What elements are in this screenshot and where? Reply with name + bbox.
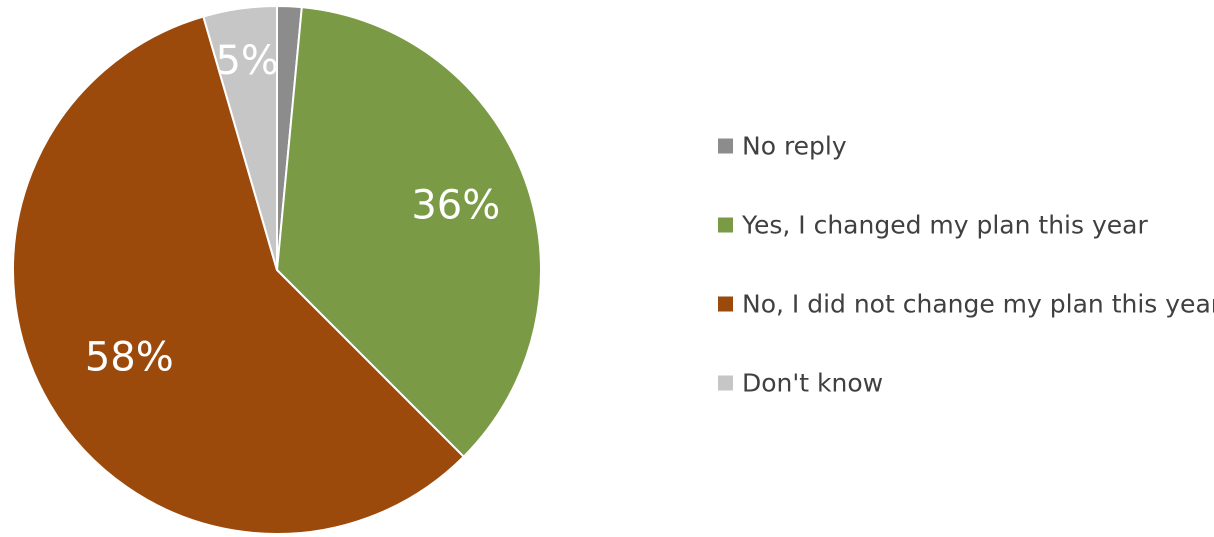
legend-label: No, I did not change my plan this year xyxy=(742,290,1214,319)
legend-swatch xyxy=(718,218,733,233)
legend-label: Don't know xyxy=(742,369,883,398)
legend-item: No, I did not change my plan this year xyxy=(718,290,1214,319)
pie-slices xyxy=(13,6,541,534)
legend-swatch xyxy=(718,297,733,312)
slice-value-label: 5% xyxy=(215,38,278,84)
legend-item: No reply xyxy=(718,132,847,161)
legend-item: Don't know xyxy=(718,369,883,398)
legend-item: Yes, I changed my plan this year xyxy=(718,211,1148,240)
legend-label: No reply xyxy=(742,132,847,161)
legend: No reply Yes, I changed my plan this year… xyxy=(718,132,1214,398)
slice-value-label: 36% xyxy=(411,183,500,229)
slice-value-label: 58% xyxy=(85,334,174,380)
legend-swatch xyxy=(718,139,733,154)
legend-label: Yes, I changed my plan this year xyxy=(741,211,1148,240)
legend-swatch xyxy=(718,376,733,391)
